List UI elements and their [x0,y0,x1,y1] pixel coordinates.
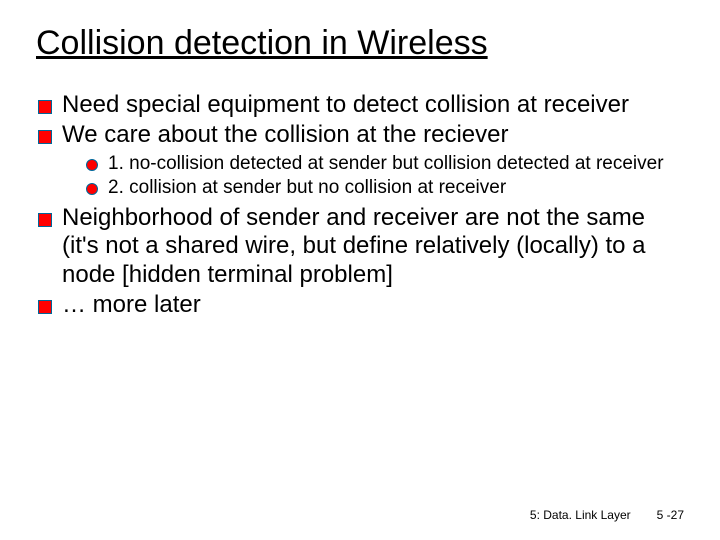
footer-page: 5 -27 [657,508,684,522]
slide-footer: 5: Data. Link Layer 5 -27 [530,508,684,522]
bullet-text: We care about the collision at the recie… [62,121,508,148]
slide-title: Collision detection in Wireless [36,24,684,63]
slide-content: Need special equipment to detect collisi… [36,91,684,319]
sub-bullet-text: 1. no-collision detected at sender but c… [108,153,664,174]
bullet-text: … more later [62,291,201,318]
bullet-list-level1: Need special equipment to detect collisi… [36,91,684,319]
sub-bullet-item: 2. collision at sender but no collision … [86,176,684,200]
bullet-item: Need special equipment to detect collisi… [36,91,684,119]
bullet-text: Neighborhood of sender and receiver are … [62,204,646,288]
sub-bullet-item: 1. no-collision detected at sender but c… [86,152,684,176]
sub-bullet-text: 2. collision at sender but no collision … [108,177,506,198]
bullet-item: Neighborhood of sender and receiver are … [36,204,684,289]
bullet-item: We care about the collision at the recie… [36,121,684,200]
bullet-text: Need special equipment to detect collisi… [62,91,629,118]
footer-chapter: 5: Data. Link Layer [530,508,631,522]
bullet-item: … more later [36,291,684,319]
bullet-list-level2: 1. no-collision detected at sender but c… [62,152,684,201]
